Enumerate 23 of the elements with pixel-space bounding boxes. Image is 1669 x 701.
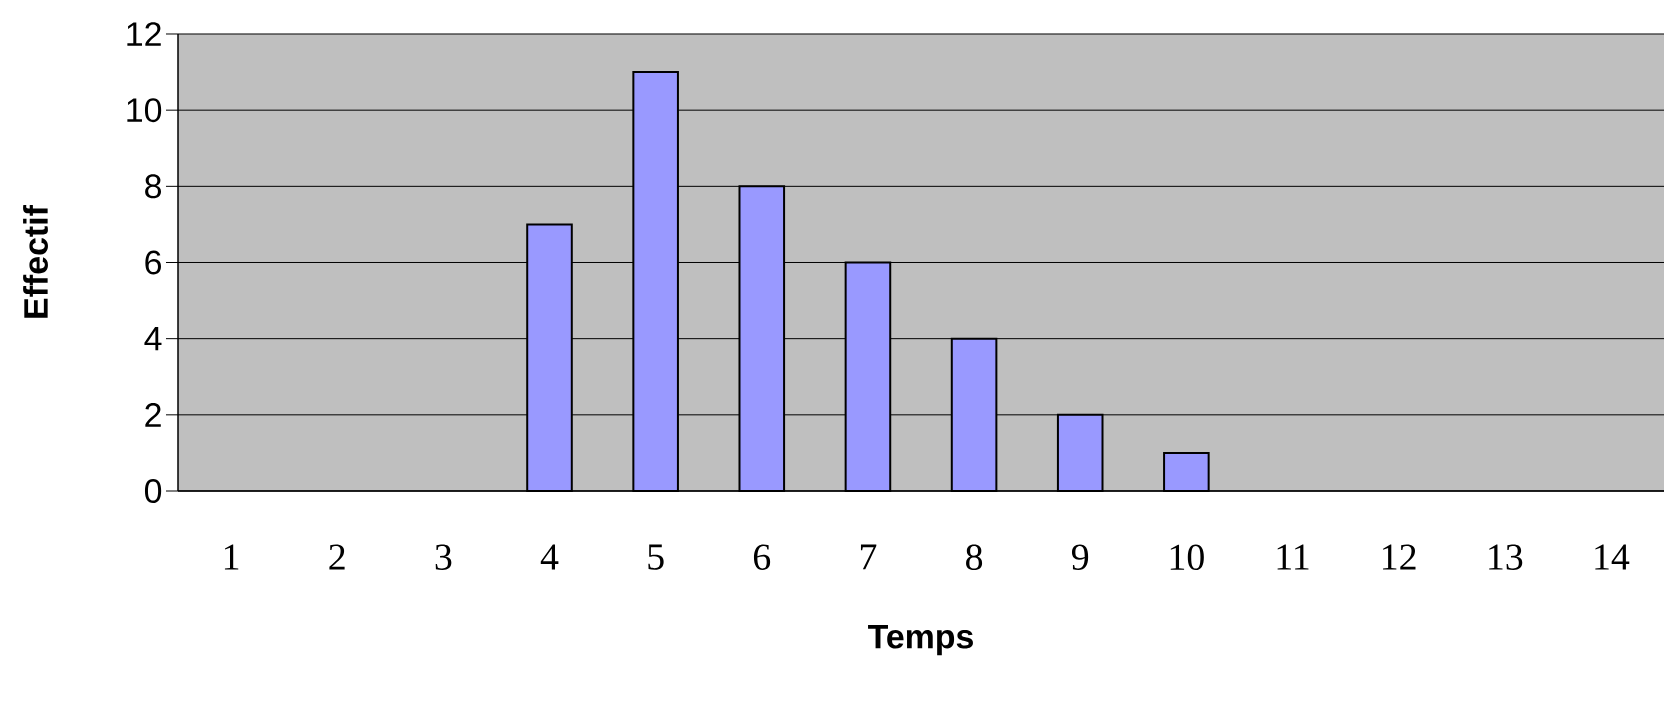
x-tick-label: 1 [224, 544, 239, 570]
y-tick-label: 10 [127, 98, 162, 123]
x-tick-label: 3 [435, 544, 452, 570]
y-tick-label: 2 [145, 403, 161, 427]
x-tick-label: 6 [753, 544, 771, 570]
x-tick-label: 5 [648, 544, 664, 570]
y-tick-label: 8 [145, 174, 162, 199]
x-tick-label: 13 [1489, 544, 1523, 570]
x-axis-title: Temps [868, 624, 973, 656]
y-tick-label: 6 [145, 250, 161, 275]
x-tick-label: 9 [1071, 544, 1089, 570]
y-tick-label: 0 [144, 479, 162, 503]
x-tick-label: 14 [1595, 544, 1630, 570]
x-tick-label: 12 [1383, 544, 1416, 570]
y-axis-title: Effectif [23, 205, 48, 318]
x-tick-label: 4 [540, 544, 559, 570]
x-tick-label: 7 [860, 544, 877, 570]
x-tick-label: 10 [1170, 544, 1204, 571]
x-tick-label: 2 [329, 544, 345, 570]
y-tick-label: 12 [127, 22, 161, 46]
x-tick-label: 11 [1277, 544, 1309, 570]
x-tick-label: 8 [966, 544, 983, 571]
y-tick-label: 4 [144, 327, 162, 351]
